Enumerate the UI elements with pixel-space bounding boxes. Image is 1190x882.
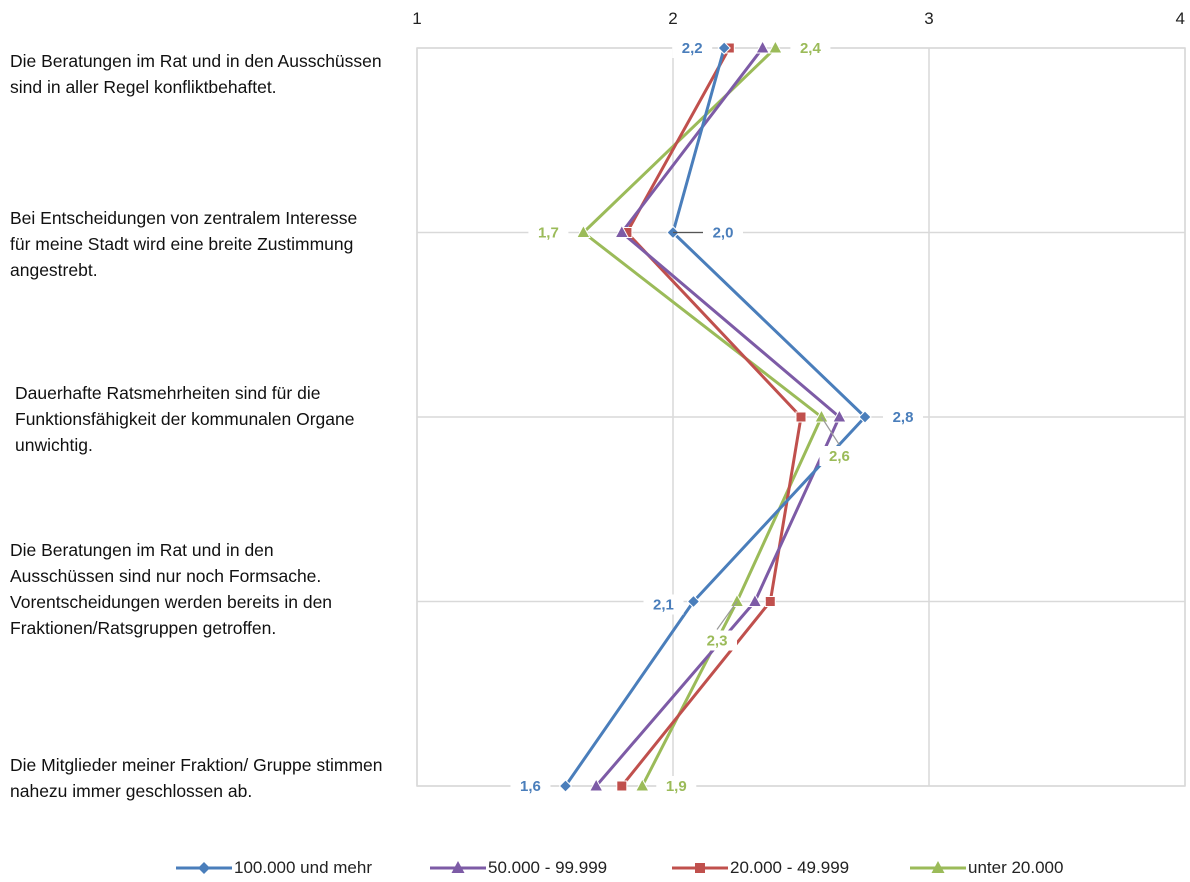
data-point xyxy=(686,594,701,609)
category-label: Bei Entscheidungen von zentralem Interes… xyxy=(10,208,358,280)
data-label: 2,8 xyxy=(893,409,914,426)
data-label: 1,7 xyxy=(538,225,559,242)
legend-item: unter 20.000 xyxy=(910,856,1063,880)
x-tick-label: 3 xyxy=(924,9,933,28)
category-label: Die Beratungen im Rat und in den Ausschü… xyxy=(10,540,333,638)
data-label-bg xyxy=(672,38,713,58)
data-label-bg xyxy=(528,222,569,243)
data-label-bg xyxy=(883,407,923,427)
data-point xyxy=(795,411,807,423)
data-label: 2,4 xyxy=(800,40,822,57)
data-point xyxy=(614,224,630,238)
data-label: 1,9 xyxy=(666,778,687,795)
x-tick-label: 2 xyxy=(668,9,677,28)
data-label: 2,6 xyxy=(829,448,850,465)
data-point xyxy=(814,408,829,423)
data-point xyxy=(768,39,783,54)
data-point xyxy=(764,596,776,607)
label-leader-line xyxy=(820,416,840,446)
legend-label: 50.000 - 99.999 xyxy=(488,858,608,877)
data-point xyxy=(588,777,604,792)
data-label-bg xyxy=(656,776,697,796)
data-label-bg xyxy=(510,776,551,796)
legend-label: 100.000 und mehr xyxy=(234,858,372,877)
category-label: Die Mitglieder meiner Fraktion/ Gruppe s… xyxy=(10,755,383,801)
data-point xyxy=(616,780,628,792)
legend-label: unter 20.000 xyxy=(968,858,1064,877)
legend-swatch xyxy=(176,862,232,874)
legend-swatch xyxy=(430,861,486,873)
legend: 100.000 und mehr 50.000 - 99.999 20.000 - … xyxy=(0,856,1190,880)
data-label-bg xyxy=(819,446,860,466)
legend-swatch xyxy=(910,861,966,873)
data-point xyxy=(717,41,731,55)
legend-label: 20.000 - 49.999 xyxy=(730,858,850,877)
data-point xyxy=(755,39,770,54)
data-label: 2,2 xyxy=(682,40,703,57)
category-label: Die Beratungen im Rat und in den Ausschü… xyxy=(10,51,382,97)
data-label: 1,6 xyxy=(520,778,541,795)
label-leader-line xyxy=(716,601,738,630)
x-tick-label: 1 xyxy=(412,9,421,28)
data-point xyxy=(634,777,650,792)
line-chart: 1 2 3 4 2,2 2,4 1,7 2,0 2,8 2,6 2,1 2,3 1,6 1,9 xyxy=(412,9,1186,796)
category-label: Dauerhafte Ratsmehrheiten sind für die F… xyxy=(15,383,355,455)
data-point xyxy=(747,593,763,607)
data-label-bg xyxy=(643,594,684,615)
data-point xyxy=(729,593,745,607)
data-label: 2,0 xyxy=(713,225,734,242)
data-label: 2,3 xyxy=(707,633,728,650)
data-point xyxy=(576,224,591,238)
data-point xyxy=(858,410,872,424)
legend-item: 100.000 und mehr xyxy=(176,856,372,880)
data-point xyxy=(558,779,573,793)
legend-swatch xyxy=(672,863,728,873)
x-tick-label: 4 xyxy=(1176,9,1185,28)
data-label-bg xyxy=(790,38,831,58)
legend-item: 20.000 - 49.999 xyxy=(672,856,849,880)
data-label: 2,1 xyxy=(653,597,674,614)
data-label-bg xyxy=(697,630,737,651)
data-label-bg xyxy=(703,222,743,243)
legend-item: 50.000 - 99.999 xyxy=(430,856,607,880)
data-point xyxy=(832,408,847,423)
